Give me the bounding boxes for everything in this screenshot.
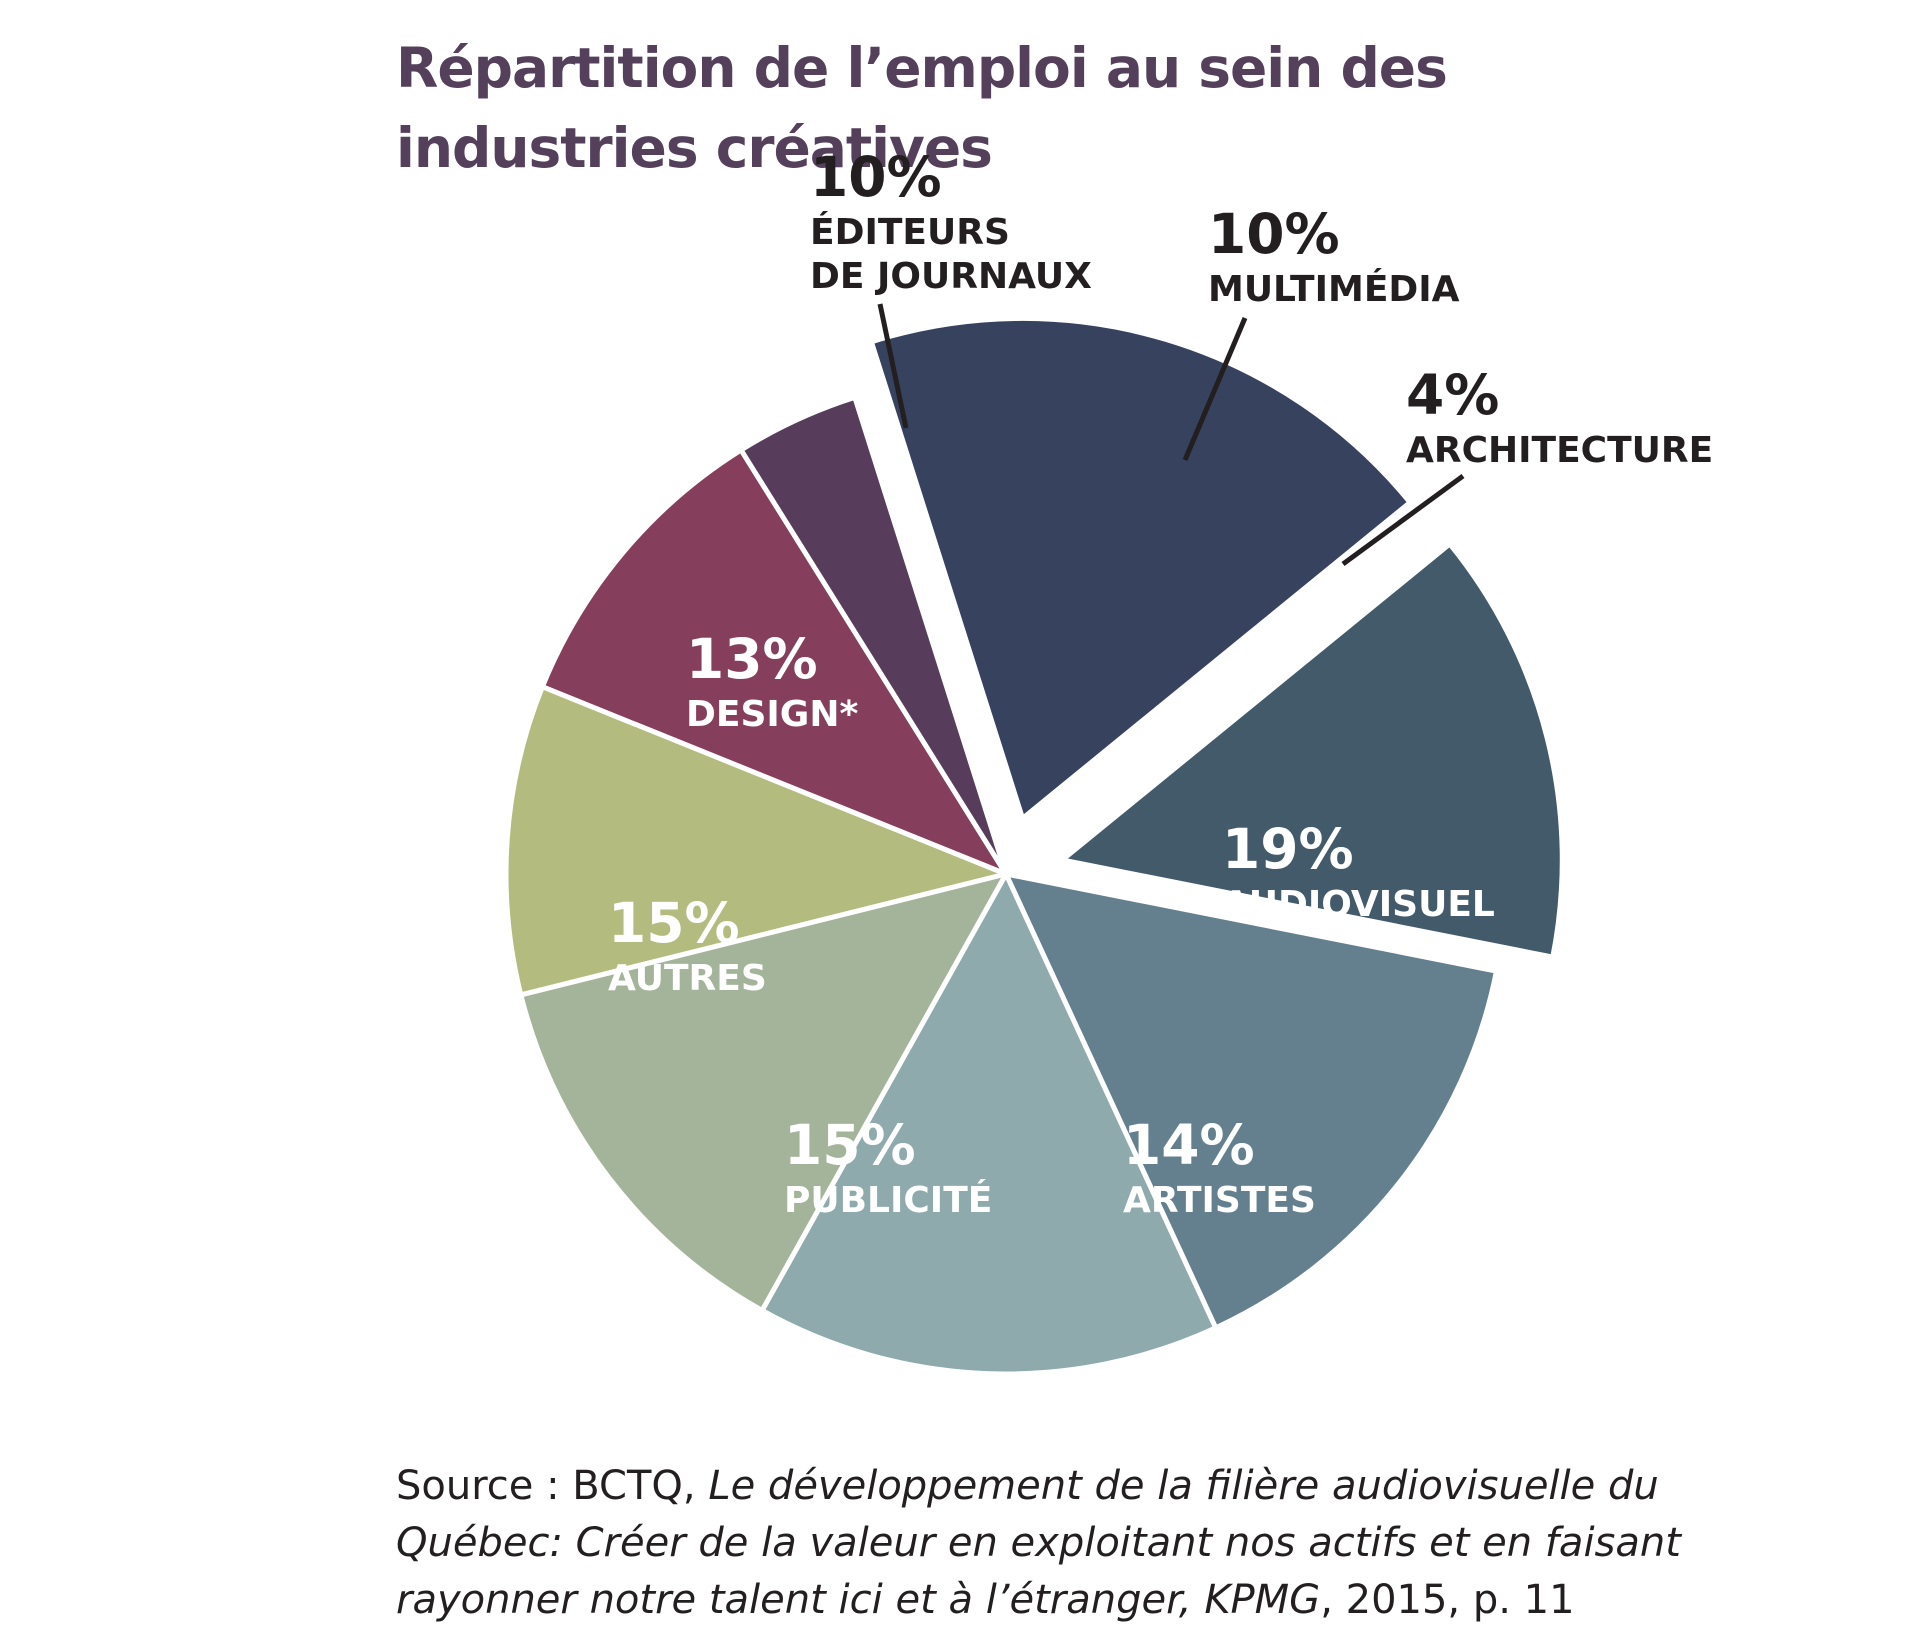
slice-percent-autres: 15% (608, 891, 740, 955)
pie-slice-editeurs-de-journaux (503, 684, 1009, 998)
slice-percent-artistes: 14% (1123, 1113, 1255, 1177)
slice-percent-publicite: 15% (784, 1113, 916, 1177)
leader-line-architecture (1341, 473, 1465, 567)
slice-percent-architecture: 4% (1406, 363, 1499, 427)
pie-slice-architecture (738, 394, 1009, 877)
slice-percent-audiovisuel: 19% (1222, 817, 1354, 881)
slice-label-autres: AUTRES (608, 958, 767, 999)
leader-line-multimedia (1182, 317, 1248, 461)
slice-label-editeurs-de-journaux-line-2: DE JOURNAUX (810, 256, 1092, 297)
pie-slice-audiovisuel (868, 315, 1413, 821)
slice-percent-design: 13% (686, 627, 818, 691)
source-suffix: , 2015, p. 11 (1320, 1577, 1575, 1623)
slice-percent-editeurs-de-journaux: 10% (810, 145, 942, 209)
slice-label-publicite: PUBLICITÉ (784, 1179, 992, 1221)
pie-slices (503, 315, 1565, 1377)
slice-label-design: DESIGN* (686, 694, 858, 735)
leader-lines (877, 303, 1465, 567)
slice-label-editeurs-de-journaux-line-1: ÉDITEURS (810, 211, 1010, 253)
source-prefix: Source : BCTQ, (396, 1463, 709, 1509)
source-note: Source : BCTQ, Le développement de la fi… (396, 1458, 1816, 1629)
pie-slice-multimedia (539, 447, 1009, 877)
pie-slice-artistes (1059, 541, 1565, 960)
pie-slice-autres (759, 871, 1219, 1377)
source-reference: Le développement de la filière audiovisu… (396, 1463, 1681, 1623)
slice-label-architecture: ARCHITECTURE (1406, 430, 1713, 471)
slice-label-multimedia: MULTIMÉDIA (1208, 268, 1460, 310)
slice-label-artistes: ARTISTES (1123, 1180, 1316, 1221)
slice-percent-multimedia: 10% (1208, 202, 1340, 266)
pie-slice-design (518, 871, 1009, 1313)
slice-label-audiovisuel: AUDIOVISUEL (1222, 884, 1495, 925)
leader-line-editeurs-de-journaux (877, 303, 909, 429)
pie-slice-publicite (1003, 871, 1499, 1331)
chart-title: Répartition de l’emploi au sein des indu… (396, 36, 1448, 180)
